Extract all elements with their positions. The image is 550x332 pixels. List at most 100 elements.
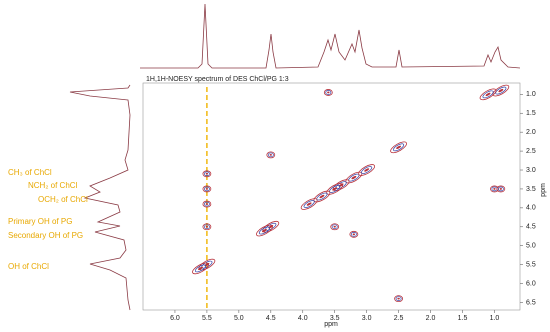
cross-peak bbox=[300, 198, 318, 210]
cross-peak bbox=[330, 223, 340, 231]
peak-contour bbox=[256, 224, 273, 237]
cross-peak bbox=[202, 185, 212, 193]
peak-contour bbox=[269, 153, 272, 156]
y-tick-label: 6.5 bbox=[526, 299, 536, 306]
left-1d-trace bbox=[69, 84, 131, 311]
peak-contour bbox=[262, 228, 267, 233]
peak-contour bbox=[194, 264, 207, 273]
peak-contour bbox=[205, 225, 209, 228]
y-tick-label: 5.5 bbox=[526, 261, 536, 268]
peak-contour bbox=[364, 168, 370, 172]
annotation: Secondary OH of PG bbox=[8, 231, 83, 240]
y-tick-label: 3.0 bbox=[526, 167, 536, 174]
peak-contour bbox=[330, 223, 340, 231]
x-tick-label: 5.0 bbox=[234, 315, 244, 322]
peak-contour bbox=[350, 232, 357, 237]
peak-contour bbox=[499, 188, 503, 190]
annotation: OH of ChCl bbox=[8, 262, 49, 271]
y-axis-label: ppm bbox=[540, 183, 547, 197]
peak-contour bbox=[203, 171, 210, 177]
peak-contour bbox=[351, 175, 357, 180]
y-tick-label: 2.5 bbox=[526, 148, 536, 155]
peak-contour bbox=[485, 92, 491, 96]
x-tick-label: 1.0 bbox=[490, 315, 500, 322]
plot-frame bbox=[142, 82, 521, 311]
x-axis-label: ppm bbox=[324, 321, 338, 328]
x-tick-label: 2.0 bbox=[426, 315, 436, 322]
x-tick-label: 2.5 bbox=[394, 315, 404, 322]
cross-peak bbox=[266, 151, 276, 159]
y-tick-label: 4.0 bbox=[526, 205, 536, 212]
cross-peak bbox=[345, 171, 363, 184]
cross-peak bbox=[323, 89, 333, 96]
annotation: CH₃ of ChCl bbox=[8, 168, 52, 177]
peak-contour bbox=[300, 198, 318, 210]
peak-contour bbox=[352, 233, 356, 236]
cross-peak bbox=[390, 141, 407, 154]
peak-contour bbox=[319, 194, 325, 199]
peak-contour bbox=[192, 262, 209, 275]
peak-contour bbox=[349, 230, 359, 238]
peak-contour bbox=[358, 164, 376, 176]
peak-contour bbox=[202, 170, 212, 178]
top-1d-trace bbox=[140, 3, 521, 69]
peak-contour bbox=[333, 225, 336, 228]
y-tick-label: 5.0 bbox=[526, 243, 536, 250]
cross-peak bbox=[313, 190, 331, 203]
cross-peak bbox=[349, 230, 359, 238]
peak-contour bbox=[203, 186, 210, 192]
peak-contour bbox=[202, 200, 212, 208]
cross-peak bbox=[202, 223, 212, 231]
y-tick-label: 4.5 bbox=[526, 224, 536, 231]
peak-contour bbox=[202, 185, 212, 193]
peak-contour bbox=[202, 223, 212, 231]
x-tick-label: 4.0 bbox=[298, 315, 308, 322]
x-tick-label: 4.5 bbox=[266, 315, 276, 322]
cross-peak bbox=[479, 88, 497, 101]
peak-contour bbox=[205, 188, 209, 190]
peak-contour bbox=[327, 91, 330, 94]
peak-contour bbox=[306, 202, 312, 206]
peak-contour bbox=[205, 203, 209, 205]
cross-peak bbox=[394, 295, 403, 303]
peak-contour bbox=[479, 88, 497, 101]
annotation: Primary OH of PG bbox=[8, 217, 72, 226]
cross-peak bbox=[492, 84, 510, 97]
peak-contour bbox=[394, 295, 403, 303]
y-tick-label: 6.0 bbox=[526, 280, 536, 287]
cross-peak bbox=[202, 170, 212, 178]
x-tick-label: 3.5 bbox=[330, 315, 340, 322]
peak-contour bbox=[266, 151, 276, 159]
peak-contour bbox=[497, 186, 504, 192]
peak-contour bbox=[498, 88, 504, 93]
peak-contour bbox=[397, 297, 400, 300]
peak-contour bbox=[395, 296, 402, 301]
annotation: NCH₂ of ChCl bbox=[28, 181, 78, 190]
peak-contour bbox=[198, 266, 203, 271]
cross-peak bbox=[496, 185, 506, 193]
x-tick-label: 5.5 bbox=[202, 315, 212, 322]
peak-contour bbox=[496, 185, 506, 193]
peak-contour bbox=[203, 224, 210, 230]
x-tick-label: 6.0 bbox=[170, 315, 180, 322]
y-tick-label: 1.0 bbox=[526, 91, 536, 98]
cross-peak bbox=[192, 262, 209, 275]
peak-contour bbox=[390, 141, 407, 154]
y-tick-label: 1.5 bbox=[526, 110, 536, 117]
peak-contour bbox=[267, 152, 274, 158]
peak-contour bbox=[203, 201, 210, 207]
cross-peak bbox=[358, 164, 376, 176]
peak-contour bbox=[205, 172, 209, 175]
peak-contour bbox=[396, 145, 401, 149]
y-tick-label: 3.5 bbox=[526, 186, 536, 193]
x-tick-label: 3.0 bbox=[362, 315, 372, 322]
cross-peak bbox=[202, 200, 212, 208]
y-tick-label: 2.0 bbox=[526, 129, 536, 136]
peak-contour bbox=[493, 188, 496, 190]
x-tick-label: 1.5 bbox=[458, 315, 468, 322]
chart-title: 1H,1H-NOESY spectrum of DES ChCl/PG 1:3 bbox=[146, 76, 289, 83]
peak-contour bbox=[332, 187, 338, 191]
peak-contour bbox=[323, 89, 333, 96]
peak-contour bbox=[325, 90, 332, 95]
